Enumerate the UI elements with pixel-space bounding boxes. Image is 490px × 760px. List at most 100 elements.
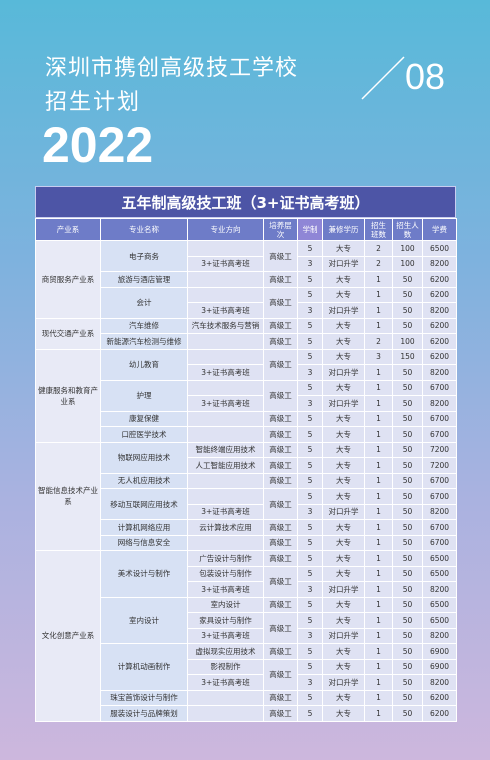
students: 50 bbox=[392, 457, 423, 474]
level: 高级工 bbox=[263, 271, 298, 288]
direction bbox=[187, 271, 264, 288]
years: 5 bbox=[297, 596, 323, 613]
fee: 6200 bbox=[422, 286, 457, 303]
degree: 对口升学 bbox=[322, 395, 365, 412]
classes: 1 bbox=[364, 658, 393, 675]
classes: 1 bbox=[364, 472, 393, 489]
years: 5 bbox=[297, 689, 323, 706]
students: 50 bbox=[392, 410, 423, 427]
students: 50 bbox=[392, 643, 423, 660]
degree: 大专 bbox=[322, 410, 365, 427]
years: 5 bbox=[297, 658, 323, 675]
degree: 大专 bbox=[322, 612, 365, 629]
direction bbox=[187, 410, 264, 427]
classes: 1 bbox=[364, 441, 393, 458]
students: 50 bbox=[392, 689, 423, 706]
direction bbox=[187, 426, 264, 443]
major: 会计 bbox=[100, 286, 188, 319]
column-header: 产业系 bbox=[35, 218, 101, 241]
column-header: 招生班数 bbox=[364, 218, 393, 241]
level: 高级工 bbox=[263, 689, 298, 706]
header-row: 产业系 专业名称 专业方向 培养层次 学制 兼修学历 招生班数 招生人数 学费 bbox=[35, 218, 457, 241]
classes: 1 bbox=[364, 317, 393, 334]
department: 文化创意产业系 bbox=[35, 550, 101, 722]
direction bbox=[187, 286, 264, 303]
classes: 1 bbox=[364, 379, 393, 396]
degree: 大专 bbox=[322, 379, 365, 396]
years: 5 bbox=[297, 286, 323, 303]
table-row: 健康服务和教育产业系 幼儿教育 高级工 5 大专 3 150 6200 bbox=[35, 348, 457, 443]
classes: 1 bbox=[364, 457, 393, 474]
students: 50 bbox=[392, 488, 423, 505]
table-row: 口腔医学技术 高级工 5 大专 1 50 6700 bbox=[36, 426, 457, 443]
table-row: 影视制作 高级工 5 大专 1 50 6900 bbox=[36, 658, 457, 691]
direction bbox=[187, 689, 264, 706]
table-row: 包装设计与制作 高级工 5 大专 1 50 6500 bbox=[36, 565, 457, 598]
fee: 7200 bbox=[422, 457, 457, 474]
major: 新能源汽车检测与维修 bbox=[100, 333, 188, 350]
table-row: 文化创意产业系 美术设计与制作 广告设计与制作 高级工 5 大专 1 50 6500 bbox=[35, 550, 457, 722]
level: 高级工 bbox=[263, 426, 298, 443]
direction bbox=[187, 705, 264, 722]
degree: 大专 bbox=[322, 534, 365, 551]
degree: 大专 bbox=[322, 705, 365, 722]
students: 150 bbox=[392, 348, 423, 365]
level: 高级工 bbox=[263, 643, 298, 660]
years: 5 bbox=[297, 426, 323, 443]
classes: 1 bbox=[364, 643, 393, 660]
direction bbox=[187, 472, 264, 489]
table-row: 计算机网络应用 云计算技术应用 高级工 5 大专 1 50 6700 bbox=[36, 519, 457, 536]
years: 5 bbox=[297, 612, 323, 629]
year: 2022 bbox=[42, 117, 154, 173]
fee: 6200 bbox=[422, 348, 457, 365]
major: 计算机网络应用 bbox=[100, 519, 188, 536]
table-row: 家具设计与制作 高级工 5 大专 1 50 6500 bbox=[36, 612, 457, 644]
direction: 3+证书高考班 bbox=[187, 503, 264, 520]
classes: 2 bbox=[364, 255, 393, 272]
students: 50 bbox=[392, 519, 423, 536]
direction: 广告设计与制作 bbox=[187, 550, 264, 567]
level: 高级工 bbox=[263, 410, 298, 427]
degree: 大专 bbox=[322, 519, 365, 536]
students: 100 bbox=[392, 333, 423, 350]
fee: 7200 bbox=[422, 441, 457, 458]
students: 50 bbox=[392, 596, 423, 613]
column-header: 兼修学历 bbox=[322, 218, 365, 241]
fee: 8200 bbox=[422, 395, 457, 412]
fee: 8200 bbox=[422, 503, 457, 520]
years: 3 bbox=[297, 364, 323, 381]
degree: 大专 bbox=[322, 333, 365, 350]
years: 5 bbox=[297, 643, 323, 660]
years: 3 bbox=[297, 674, 323, 691]
table-row: 3+证书高考班 3 对口升学 1 50 8200 bbox=[36, 627, 457, 644]
years: 3 bbox=[297, 395, 323, 412]
degree: 大专 bbox=[322, 426, 365, 443]
degree: 大专 bbox=[322, 550, 365, 567]
major: 服装设计与品牌策划 bbox=[100, 705, 188, 722]
department: 现代交通产业系 bbox=[35, 317, 101, 350]
direction: 3+证书高考班 bbox=[187, 395, 264, 412]
direction: 影视制作 bbox=[187, 658, 264, 675]
years: 5 bbox=[297, 240, 323, 257]
classes: 1 bbox=[364, 627, 393, 644]
major: 护理 bbox=[100, 379, 188, 412]
column-header: 专业方向 bbox=[187, 218, 264, 241]
degree: 大专 bbox=[322, 658, 365, 675]
column-header: 培养层次 bbox=[263, 218, 298, 241]
major: 无人机应用技术 bbox=[100, 472, 188, 489]
students: 50 bbox=[392, 364, 423, 381]
column-header: 学制 bbox=[297, 218, 323, 241]
fee: 6700 bbox=[422, 472, 457, 489]
students: 100 bbox=[392, 255, 423, 272]
table-panel: 五年制高级技工班（3+证书高考班） 产业系 专业名称 专业方向 培养层次 学制 兼修学历招… bbox=[35, 186, 457, 722]
classes: 1 bbox=[364, 705, 393, 722]
fee: 6200 bbox=[422, 317, 457, 334]
major: 室内设计 bbox=[100, 596, 188, 644]
major: 幼儿教育 bbox=[100, 348, 188, 381]
fee: 6500 bbox=[422, 240, 457, 257]
students: 50 bbox=[392, 503, 423, 520]
degree: 对口升学 bbox=[322, 302, 365, 319]
years: 5 bbox=[297, 348, 323, 365]
students: 50 bbox=[392, 581, 423, 598]
degree: 大专 bbox=[322, 286, 365, 303]
